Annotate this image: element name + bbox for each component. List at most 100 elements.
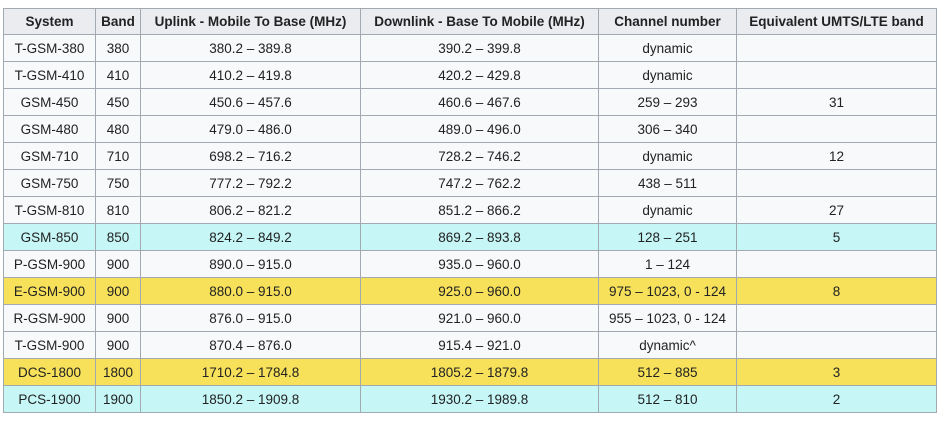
table-cell: 1 – 124	[598, 250, 737, 278]
table-row: E-GSM-900 900 880.0 – 915.0 925.0 – 960.0 97…	[3, 277, 937, 305]
table-cell: 915.4 – 921.0	[360, 331, 599, 359]
table-cell: 480	[95, 115, 141, 143]
table-cell: 306 – 340	[598, 115, 737, 143]
table-cell	[736, 331, 937, 359]
table-row: GSM-450 450 450.6 – 457.6 460.6 – 467.6 259 …	[3, 88, 937, 116]
table-cell: 5	[736, 223, 937, 251]
table-cell: 750	[95, 169, 141, 197]
table-cell: 380	[95, 34, 141, 62]
table-cell: 27	[736, 196, 937, 224]
table-row: R-GSM-900 900 876.0 – 915.0 921.0 – 960.0 95…	[3, 304, 937, 332]
table-cell: 747.2 – 762.2	[360, 169, 599, 197]
table-cell: 489.0 – 496.0	[360, 115, 599, 143]
table-cell: 806.2 – 821.2	[140, 196, 361, 224]
table-row: P-GSM-900 900 890.0 – 915.0 935.0 – 960.0 1 …	[3, 250, 937, 278]
table-cell: 1850.2 – 1909.8	[140, 385, 361, 413]
table-row: DCS-1800 1800 1710.2 – 1784.8 1805.2 – 1879…	[3, 358, 937, 386]
table-cell: 1805.2 – 1879.8	[360, 358, 599, 386]
table-row: T-GSM-900 900 870.4 – 876.0 915.4 – 921.0 dy…	[3, 331, 937, 359]
table-cell	[736, 61, 937, 89]
table-cell: 420.2 – 429.8	[360, 61, 599, 89]
table-cell: 851.2 – 866.2	[360, 196, 599, 224]
table-cell: 1800	[95, 358, 141, 386]
table-row: PCS-1900 1900 1850.2 – 1909.8 1930.2 – 1989…	[3, 385, 937, 413]
table-cell: T-GSM-380	[3, 34, 96, 62]
table-row: GSM-710 710 698.2 – 716.2 728.2 – 746.2 dyna…	[3, 142, 937, 170]
table-row: GSM-480 480 479.0 – 486.0 489.0 – 496.0 306 …	[3, 115, 937, 143]
table-cell: R-GSM-900	[3, 304, 96, 332]
column-header: Channel number	[598, 8, 737, 35]
table-row: T-GSM-810 810 806.2 – 821.2 851.2 – 866.2 dy…	[3, 196, 937, 224]
table-cell: dynamic^	[598, 331, 737, 359]
table-cell: GSM-850	[3, 223, 96, 251]
table-cell: PCS-1900	[3, 385, 96, 413]
table-cell: dynamic	[598, 196, 737, 224]
band-table: System Band Uplink - Mobile To Base (MHz) D…	[3, 8, 937, 413]
table-cell: 1900	[95, 385, 141, 413]
table-cell: 900	[95, 331, 141, 359]
table-cell: T-GSM-810	[3, 196, 96, 224]
column-header: Band	[95, 8, 141, 35]
table-cell: 12	[736, 142, 937, 170]
table-cell: 810	[95, 196, 141, 224]
table-row: T-GSM-380 380 380.2 – 389.8 390.2 – 399.8 dy…	[3, 34, 937, 62]
column-header: Equivalent UMTS/LTE band	[736, 8, 937, 35]
table-cell: 410	[95, 61, 141, 89]
table-cell	[736, 169, 937, 197]
table-cell: 698.2 – 716.2	[140, 142, 361, 170]
table-cell: 975 – 1023, 0 - 124	[598, 277, 737, 305]
table-cell: 710	[95, 142, 141, 170]
table-cell: 777.2 – 792.2	[140, 169, 361, 197]
table-cell: 876.0 – 915.0	[140, 304, 361, 332]
table-cell: 900	[95, 277, 141, 305]
table-cell: 1710.2 – 1784.8	[140, 358, 361, 386]
table-cell: 8	[736, 277, 937, 305]
table-cell: 31	[736, 88, 937, 116]
table-cell: dynamic	[598, 142, 737, 170]
table-cell: T-GSM-900	[3, 331, 96, 359]
table-row: GSM-750 750 777.2 – 792.2 747.2 – 762.2 438 …	[3, 169, 937, 197]
table-cell: 900	[95, 304, 141, 332]
table-cell: 380.2 – 389.8	[140, 34, 361, 62]
table-cell: T-GSM-410	[3, 61, 96, 89]
table-cell: 512 – 810	[598, 385, 737, 413]
table-cell: dynamic	[598, 61, 737, 89]
table-cell	[736, 34, 937, 62]
table-cell: 479.0 – 486.0	[140, 115, 361, 143]
table-cell: 890.0 – 915.0	[140, 250, 361, 278]
table-cell: 870.4 – 876.0	[140, 331, 361, 359]
table-cell: GSM-480	[3, 115, 96, 143]
table-cell: 869.2 – 893.8	[360, 223, 599, 251]
header-row: System Band Uplink - Mobile To Base (MHz) D…	[3, 8, 937, 35]
table-cell: 259 – 293	[598, 88, 737, 116]
table-cell: 390.2 – 399.8	[360, 34, 599, 62]
table-row: T-GSM-410 410 410.2 – 419.8 420.2 – 429.8 dy…	[3, 61, 937, 89]
table-cell: 850	[95, 223, 141, 251]
table-cell: GSM-450	[3, 88, 96, 116]
table-cell: 824.2 – 849.2	[140, 223, 361, 251]
table-cell: 450.6 – 457.6	[140, 88, 361, 116]
table-cell: 512 – 885	[598, 358, 737, 386]
table-cell	[736, 250, 937, 278]
table-cell: GSM-710	[3, 142, 96, 170]
table-cell	[736, 304, 937, 332]
column-header: Downlink - Base To Mobile (MHz)	[360, 8, 599, 35]
table-cell: 3	[736, 358, 937, 386]
table-cell: 438 – 511	[598, 169, 737, 197]
table-cell: 728.2 – 746.2	[360, 142, 599, 170]
table-cell: E-GSM-900	[3, 277, 96, 305]
table-cell: 900	[95, 250, 141, 278]
table-cell: GSM-750	[3, 169, 96, 197]
table-cell: 2	[736, 385, 937, 413]
table-cell	[736, 115, 937, 143]
table-cell: 880.0 – 915.0	[140, 277, 361, 305]
table-cell: 925.0 – 960.0	[360, 277, 599, 305]
column-header: Uplink - Mobile To Base (MHz)	[140, 8, 361, 35]
table-cell: 921.0 – 960.0	[360, 304, 599, 332]
table-row: GSM-850 850 824.2 – 849.2 869.2 – 893.8 128 …	[3, 223, 937, 251]
table-cell: 460.6 – 467.6	[360, 88, 599, 116]
table-cell: dynamic	[598, 34, 737, 62]
table-cell: 410.2 – 419.8	[140, 61, 361, 89]
table-cell: DCS-1800	[3, 358, 96, 386]
table-cell: 1930.2 – 1989.8	[360, 385, 599, 413]
